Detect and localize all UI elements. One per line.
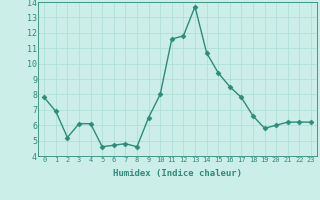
X-axis label: Humidex (Indice chaleur): Humidex (Indice chaleur) <box>113 169 242 178</box>
